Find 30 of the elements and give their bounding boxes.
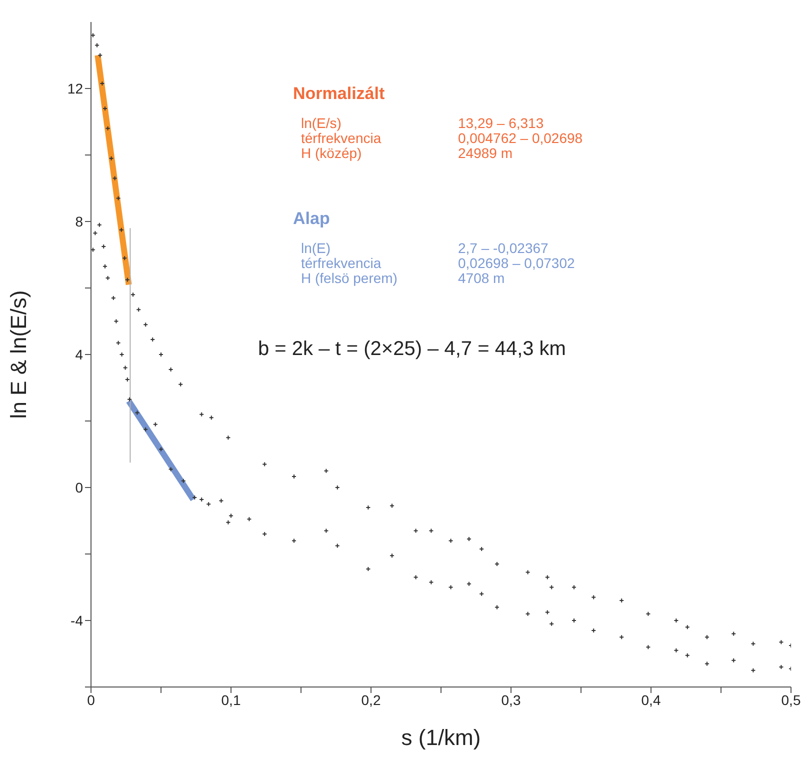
x-tick-label: 0,2 [361,692,381,708]
annotation: 13,29 – 6,313 [458,115,544,131]
annotation: 4708 m [458,270,505,286]
point [91,32,96,38]
annotation: Normalizált [293,84,385,104]
x-tick-label: 0,4 [641,692,661,708]
annotation: térfrekvencia [301,130,382,146]
y-axis-title: ln E & ln(E/s) [6,290,31,419]
y-tick-label: 8 [75,213,84,230]
annotation: ln(E/s) [301,115,342,131]
annotation: 2,7 – -0,02367 [458,240,548,256]
x-axis-title: s (1/km) [401,725,481,750]
x-tick-label: 0 [87,692,96,708]
x-tick-label: 0,5 [781,692,801,708]
point [91,247,96,252]
annotation: 24989 m [458,145,512,161]
annotation: Alap [293,209,330,229]
y-tick-label: -4 [70,612,84,628]
annotation: 0,02698 – 0,07302 [458,255,575,271]
x-tick-label: 0,1 [221,692,241,708]
y-tick-label: 4 [75,346,84,362]
x-tick-label: 0,3 [501,692,521,708]
annotation: H (közép) [301,145,362,161]
annotation: H (felsö perem) [301,270,398,286]
y-tick-label: 0 [75,479,84,496]
y-tick-label: 12 [67,80,84,96]
annotation: 0,004762 – 0,02698 [458,130,583,146]
annotation: térfrekvencia [301,255,382,271]
annotation: ln(E) [301,240,331,256]
annotation: b = 2k – t = (2×25) – 4,7 = 44,3 km [258,338,566,361]
